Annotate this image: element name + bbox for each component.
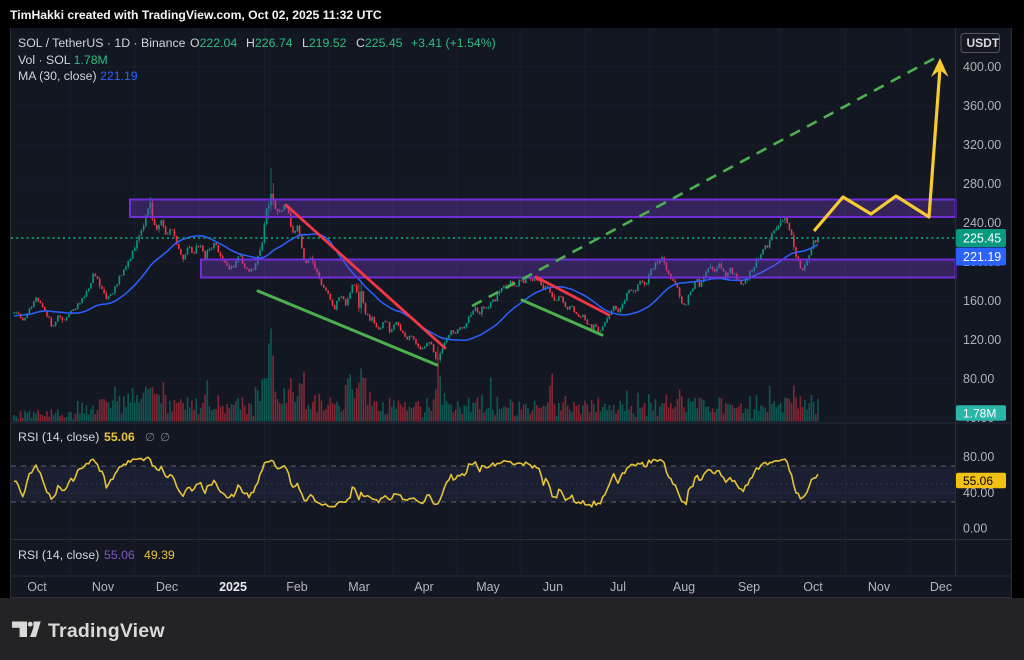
svg-text:80.00: 80.00 — [963, 450, 994, 464]
svg-text:H226.74: H226.74 — [246, 36, 293, 50]
svg-text:2025: 2025 — [219, 580, 247, 594]
svg-text:55.06: 55.06 — [104, 430, 135, 444]
svg-text:Jun: Jun — [543, 580, 563, 594]
svg-text:Feb: Feb — [286, 580, 308, 594]
svg-text:160.00: 160.00 — [963, 294, 1001, 308]
svg-text:225.45: 225.45 — [963, 231, 1001, 245]
svg-text:L219.52: L219.52 — [302, 36, 347, 50]
svg-text:Aug: Aug — [673, 580, 695, 594]
svg-text:Dec: Dec — [156, 580, 178, 594]
svg-text:Nov: Nov — [868, 580, 891, 594]
svg-text:USDT: USDT — [967, 36, 1000, 50]
svg-text:Oct: Oct — [803, 580, 823, 594]
svg-text:221.19: 221.19 — [963, 250, 1001, 264]
svg-text:C225.45: C225.45 — [356, 36, 403, 50]
svg-text:400.00: 400.00 — [963, 60, 1001, 74]
svg-text:Jul: Jul — [610, 580, 626, 594]
svg-text:Oct: Oct — [27, 580, 47, 594]
svg-text:O222.04: O222.04 — [190, 36, 237, 50]
svg-text:MA (30, close) 221.19: MA (30, close) 221.19 — [18, 69, 138, 83]
svg-text:May: May — [476, 580, 500, 594]
svg-text:RSI (14, close): RSI (14, close) — [18, 430, 99, 444]
svg-text:Nov: Nov — [92, 580, 115, 594]
svg-text:TimHakki created with TradingV: TimHakki created with TradingView.com, O… — [10, 8, 382, 22]
svg-text:Mar: Mar — [348, 580, 370, 594]
svg-text:360.00: 360.00 — [963, 99, 1001, 113]
svg-text:∅: ∅ — [160, 432, 170, 444]
svg-text:RSI (14, close): RSI (14, close) — [18, 548, 99, 562]
svg-text:280.00: 280.00 — [963, 177, 1001, 191]
svg-text:∅: ∅ — [145, 432, 155, 444]
svg-text:Dec: Dec — [930, 580, 952, 594]
svg-text:49.39: 49.39 — [144, 548, 175, 562]
svg-text:+3.41 (+1.54%): +3.41 (+1.54%) — [411, 36, 496, 50]
svg-text:120.00: 120.00 — [963, 333, 1001, 347]
svg-text:1.78M: 1.78M — [963, 406, 996, 420]
svg-text:TradingView: TradingView — [48, 620, 165, 642]
svg-text:Sep: Sep — [738, 580, 760, 594]
svg-text:40.00: 40.00 — [963, 486, 994, 500]
svg-text:240.00: 240.00 — [963, 216, 1001, 230]
svg-text:80.00: 80.00 — [963, 372, 994, 386]
svg-text:Apr: Apr — [414, 580, 433, 594]
svg-text:0.00: 0.00 — [963, 522, 987, 536]
svg-text:55.06: 55.06 — [104, 548, 135, 562]
svg-text:55.06: 55.06 — [963, 474, 993, 488]
svg-text:320.00: 320.00 — [963, 138, 1001, 152]
svg-text:SOL / TetherUS · 1D · Binance: SOL / TetherUS · 1D · Binance — [18, 36, 186, 50]
svg-text:Vol · SOL 1.78M: Vol · SOL 1.78M — [18, 53, 108, 67]
